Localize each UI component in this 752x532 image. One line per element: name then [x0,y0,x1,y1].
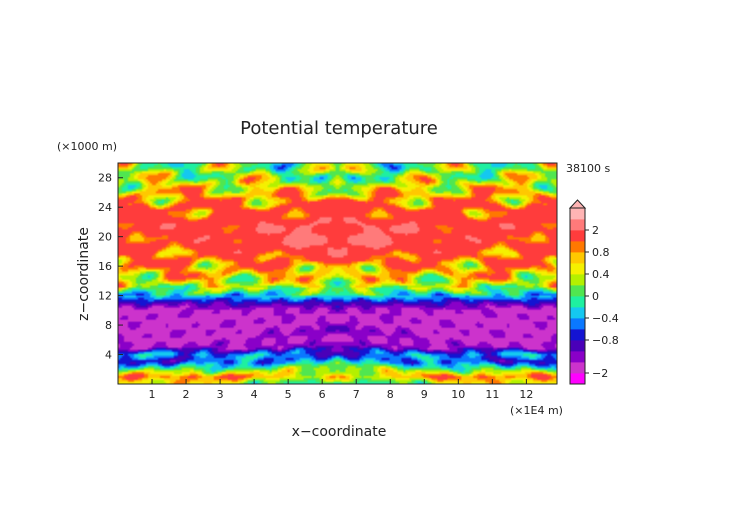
colorbar-bin [570,307,585,319]
heatmap-field [118,163,557,384]
colorbar-tick-label: 0.8 [592,246,610,259]
x-tick-label: 11 [485,388,499,401]
colorbar-tick-label: −0.4 [592,312,619,325]
plot-frame [117,162,558,385]
colorbar-bin [570,296,585,308]
colorbar-bin [570,241,585,253]
x-unit-label: (×1E4 m) [510,404,563,417]
x-axis: 1 2 3 4 5 6 7 8 9 10 11 12 [149,379,533,401]
y-axis: 4 8 12 16 20 24 28 [98,172,123,362]
colorbar-bin [570,351,585,363]
colorbar-tick-label: −0.8 [592,334,619,347]
x-tick-label: 12 [519,388,533,401]
y-tick-label: 20 [98,231,112,244]
colorbar-bin [570,362,585,374]
y-tick-label: 28 [98,172,112,185]
x-tick-label: 7 [353,388,360,401]
colorbar: 2 0.8 0.4 0 −0.4 −0.8 −2 [568,199,619,385]
colorbar-bin [570,208,585,220]
colorbar-bin [570,263,585,275]
y-axis-label: z−coordinate [76,227,92,321]
colorbar-bin [570,274,585,286]
colorbar-tick-label: 2 [592,224,599,237]
colorbar-bin [570,329,585,341]
x-tick-label: 4 [251,388,258,401]
y-tick-label: 4 [105,349,112,362]
colorbar-bin [570,318,585,330]
x-tick-label: 10 [451,388,465,401]
y-tick-label: 24 [98,201,112,214]
y-tick-label: 16 [98,260,112,273]
colorbar-tick-label: 0.4 [592,268,610,281]
y-tick-label: 12 [98,290,112,303]
time-label: 38100 s [566,162,610,175]
x-axis-label: x−coordinate [292,424,387,440]
x-tick-label: 9 [421,388,428,401]
colorbar-bin [570,219,585,231]
x-tick-label: 3 [217,388,224,401]
colorbar-bin [570,340,585,352]
y-unit-label: (×1000 m) [57,140,117,153]
y-tick-label: 8 [105,319,112,332]
plot-area [117,162,558,385]
colorbar-tick-label: 0 [592,290,599,303]
chart-title: Potential temperature [240,118,438,139]
colorbar-extend-arrow [568,199,587,209]
x-tick-label: 1 [149,388,156,401]
colorbar-bin [570,230,585,242]
colorbar-bin [570,252,585,264]
colorbar-bin [570,373,585,385]
x-tick-label: 6 [319,388,326,401]
colorbar-tick-label: −2 [592,367,608,380]
colorbar-bin [570,285,585,297]
x-tick-label: 2 [183,388,190,401]
x-tick-label: 8 [387,388,394,401]
x-tick-label: 5 [285,388,292,401]
